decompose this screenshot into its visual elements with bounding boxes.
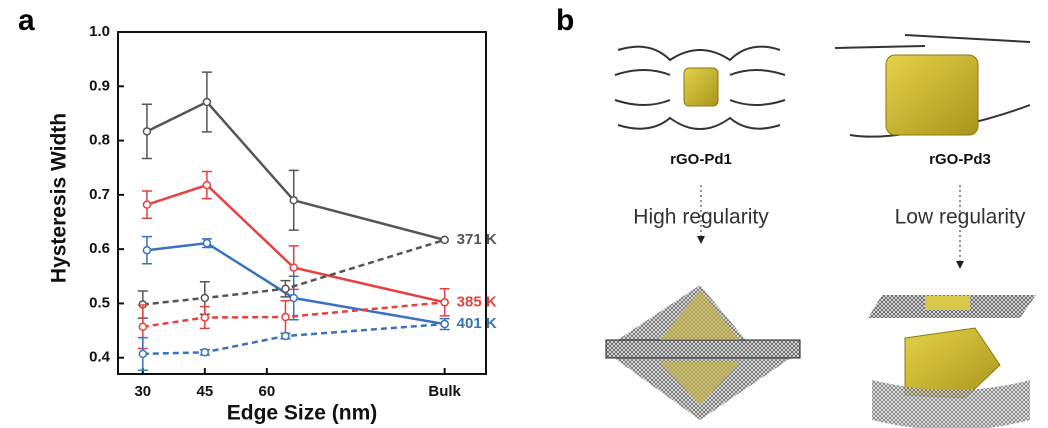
series-label: 371 K xyxy=(457,231,497,248)
x-axis-title: Edge Size (nm) xyxy=(227,402,378,425)
data-point xyxy=(441,321,448,328)
data-point xyxy=(290,264,297,271)
regularity-label: High regularity xyxy=(633,206,769,229)
data-point xyxy=(201,314,208,321)
data-point xyxy=(441,299,448,306)
series-label: 401 K xyxy=(457,315,497,332)
data-point xyxy=(290,197,297,204)
y-tick-label: 0.5 xyxy=(89,294,110,311)
x-tick-label: Bulk xyxy=(428,383,461,400)
x-tick-label: 60 xyxy=(259,383,276,400)
y-tick-label: 0.9 xyxy=(89,77,110,94)
schematic xyxy=(606,35,1036,428)
data-point xyxy=(203,182,210,189)
data-point xyxy=(282,285,289,292)
y-tick-label: 0.4 xyxy=(89,349,111,366)
x-tick-label: 45 xyxy=(196,383,213,400)
y-axis-title: Hysteresis Width xyxy=(48,113,71,283)
data-point xyxy=(143,201,150,208)
x-tick-label: 30 xyxy=(134,383,151,400)
regularity-label: Low regularity xyxy=(895,206,1026,229)
data-point xyxy=(143,128,150,135)
sample-label: rGO-Pd3 xyxy=(929,151,991,168)
data-point xyxy=(139,323,146,330)
sample-label: rGO-Pd1 xyxy=(670,151,732,168)
data-point xyxy=(201,349,208,356)
y-tick-label: 0.6 xyxy=(89,240,110,257)
data-point xyxy=(441,236,448,243)
data-point xyxy=(203,99,210,106)
data-point xyxy=(139,350,146,357)
y-tick-label: 1.0 xyxy=(89,23,110,40)
y-tick-label: 0.7 xyxy=(89,186,110,203)
series-line xyxy=(143,324,445,354)
data-point xyxy=(203,240,210,247)
series-label: 385 K xyxy=(457,293,497,310)
panel-label: a xyxy=(18,4,35,37)
data-point xyxy=(143,247,150,254)
figure: a b Edge Size (nm) Hysteresis Width rGO-… xyxy=(0,0,1048,428)
series-line xyxy=(147,243,445,324)
data-point xyxy=(290,295,297,302)
data-point xyxy=(201,295,208,302)
panel-label: b xyxy=(556,4,574,37)
data-point xyxy=(282,333,289,340)
data-point xyxy=(282,314,289,321)
y-tick-label: 0.8 xyxy=(89,132,110,149)
